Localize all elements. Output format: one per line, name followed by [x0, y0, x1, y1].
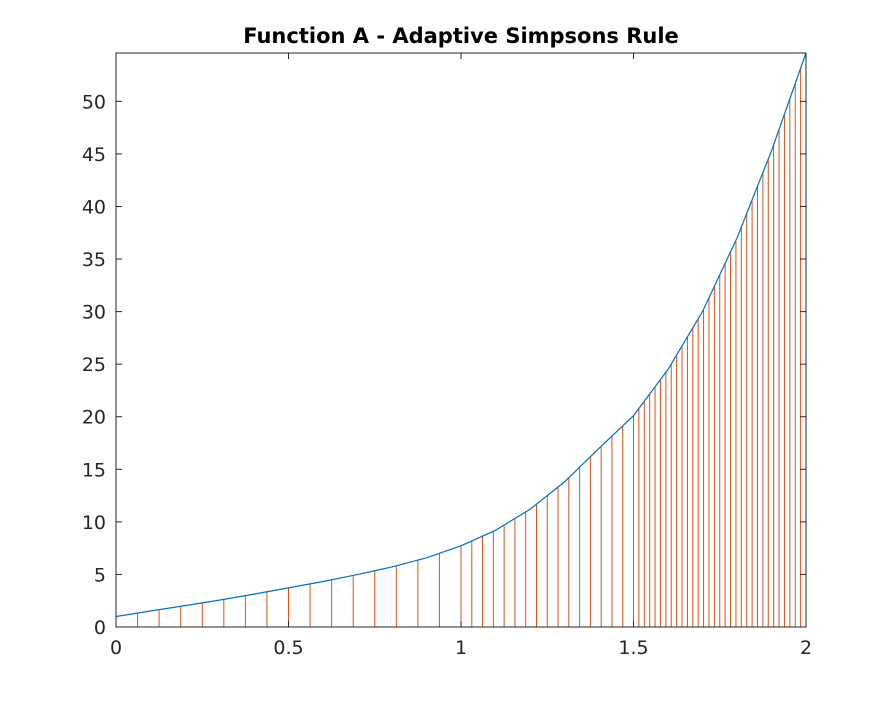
chart-title: Function A - Adaptive Simpsons Rule: [243, 24, 679, 48]
x-axis-ticks: 0 0.5 1 1.5 2: [110, 53, 812, 659]
y-tick-label: 5: [94, 564, 106, 586]
y-tick-label: 40: [82, 196, 106, 218]
y-tick-label: 35: [82, 249, 106, 271]
x-tick-label: 0.5: [273, 637, 303, 659]
x-tick-label: 1: [455, 637, 467, 659]
partition-lines: [115, 53, 807, 627]
x-tick-label: 2: [800, 637, 812, 659]
y-tick-label: 10: [82, 512, 106, 534]
x-tick-label: 1.5: [618, 637, 648, 659]
y-tick-label: 30: [82, 302, 106, 324]
y-axis-ticks: 0 5 10 15 20 25 30 35 40 45 50: [82, 91, 806, 639]
y-tick-label: 20: [82, 407, 106, 429]
y-tick-label: 0: [94, 617, 106, 639]
y-tick-label: 45: [82, 144, 106, 166]
y-tick-label: 15: [82, 459, 106, 481]
y-tick-label: 25: [82, 354, 106, 376]
function-curve-group: [115, 52, 807, 618]
x-tick-label: 0: [110, 637, 122, 659]
y-tick-label: 50: [82, 91, 106, 113]
function-curve: [115, 52, 807, 618]
